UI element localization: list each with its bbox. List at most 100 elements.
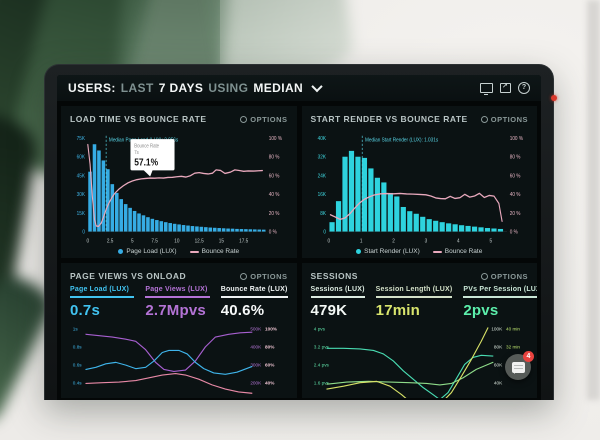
- metrics-row: Page Load (LUX) 0.7s Page Views (LUX) 2.…: [70, 286, 288, 319]
- svg-text:0: 0: [87, 238, 90, 244]
- svg-text:80%: 80%: [265, 345, 275, 350]
- users-filter-dropdown[interactable]: USERS: LAST 7 DAYS USING MEDIAN: [68, 80, 323, 95]
- panel-sessions: SESSIONS OPTIONS Sessions (LUX) 479K Ses…: [301, 263, 537, 398]
- svg-text:80 %: 80 %: [269, 154, 280, 160]
- title-segment: USERS:: [68, 81, 116, 95]
- options-button[interactable]: OPTIONS: [240, 115, 287, 124]
- chart-legend: Start Render (LUX) Bounce Rate: [311, 246, 529, 257]
- options-label: OPTIONS: [490, 271, 528, 281]
- metrics-row: Sessions (LUX) 479K Session Length (LUX)…: [310, 286, 537, 319]
- svg-text:0 %: 0 %: [269, 229, 277, 235]
- panel-grid: LOAD TIME VS BOUNCE RATE OPTIONS 75K 60K 4…: [57, 102, 541, 400]
- svg-text:0.8s: 0.8s: [73, 345, 82, 350]
- svg-text:60K: 60K: [77, 154, 86, 160]
- title-segment: 7 DAYS: [158, 81, 204, 95]
- svg-text:Bounce Rate: Bounce Rate: [134, 143, 159, 149]
- svg-text:15: 15: [219, 238, 224, 244]
- svg-text:1: 1: [359, 238, 362, 244]
- svg-text:40 %: 40 %: [269, 192, 280, 198]
- svg-text:300K: 300K: [250, 363, 262, 368]
- svg-text:0.6s: 0.6s: [73, 363, 82, 368]
- svg-text:20 %: 20 %: [509, 211, 520, 217]
- panel-page-views-vs-onload: PAGE VIEWS VS ONLOAD OPTIONS Page Load (…: [61, 263, 297, 398]
- metric-bounce-rate: Bounce Rate (LUX) 40.6%: [220, 286, 288, 319]
- metric-page-views: Page Views (LUX) 2.7Mpvs: [145, 286, 210, 319]
- chat-bubble-icon: [511, 361, 525, 373]
- gear-icon: [480, 115, 488, 123]
- metric-value: 479K: [310, 302, 348, 319]
- metric-session-length: Session Length (LUX) 17min: [375, 286, 453, 319]
- svg-text:80K: 80K: [493, 345, 502, 350]
- display-icon[interactable]: [480, 83, 493, 95]
- svg-text:7s: 7s: [134, 150, 139, 156]
- options-button[interactable]: OPTIONS: [480, 271, 528, 281]
- dashboard-header: USERS: LAST 7 DAYS USING MEDIAN ?: [57, 75, 541, 102]
- options-button[interactable]: OPTIONS: [240, 272, 287, 281]
- export-icon[interactable]: [500, 82, 511, 93]
- panel-title: PAGE VIEWS VS ONLOAD: [70, 271, 187, 281]
- legend-label: Bounce Rate: [444, 248, 483, 255]
- gear-icon: [240, 115, 248, 123]
- svg-text:60%: 60%: [265, 363, 275, 368]
- options-label: OPTIONS: [250, 114, 288, 124]
- svg-text:40%: 40%: [265, 381, 275, 386]
- svg-text:100%: 100%: [265, 327, 278, 332]
- svg-text:40K: 40K: [493, 381, 502, 386]
- panel-start-render-vs-bounce-rate: START RENDER VS BOUNCE RATE OPTIONS 40K 3…: [301, 106, 537, 258]
- svg-text:0: 0: [82, 229, 85, 235]
- gear-icon: [480, 272, 488, 280]
- metric-label: Session Length (LUX): [375, 286, 453, 298]
- svg-text:0 %: 0 %: [509, 229, 517, 235]
- legend-dot-swatch: [356, 249, 362, 254]
- metric-label: Bounce Rate (LUX): [220, 286, 288, 298]
- dashboard-screen: USERS: LAST 7 DAYS USING MEDIAN ? LOAD T…: [57, 75, 541, 400]
- svg-text:20 %: 20 %: [269, 211, 280, 217]
- svg-text:24K: 24K: [317, 173, 326, 179]
- page-views-spark-chart[interactable]: 1s 0.8s 0.6s 0.4s 500K 400K 300K 200K 100% 80% 60%…: [70, 322, 288, 398]
- svg-text:1.6 pvs: 1.6 pvs: [313, 381, 329, 386]
- metric-value: 2.7Mpvs: [145, 302, 206, 319]
- chat-button[interactable]: 4: [505, 351, 534, 380]
- svg-text:30K: 30K: [77, 192, 86, 198]
- svg-text:40 %: 40 %: [509, 192, 520, 198]
- options-button[interactable]: OPTIONS: [480, 115, 528, 124]
- metric-value: 0.7s: [70, 302, 100, 319]
- svg-text:15K: 15K: [77, 211, 86, 217]
- header-icons: ?: [480, 82, 530, 95]
- svg-text:16K: 16K: [317, 192, 326, 198]
- metric-value: 2pvs: [463, 302, 499, 319]
- metric-sessions: Sessions (LUX) 479K: [310, 286, 365, 319]
- svg-text:40K: 40K: [317, 136, 326, 142]
- metric-label: Sessions (LUX): [310, 286, 365, 298]
- svg-text:32 min: 32 min: [506, 345, 520, 350]
- gear-icon: [240, 272, 248, 280]
- sessions-spark-chart[interactable]: 4 pvs 3.2 pvs 2.4 pvs 1.6 pvs 100K 80K 60K 40K 4…: [311, 322, 529, 398]
- red-indicator-dot: [551, 95, 557, 101]
- svg-text:10: 10: [174, 238, 179, 244]
- svg-text:80 %: 80 %: [509, 154, 520, 160]
- svg-text:4: 4: [457, 238, 460, 244]
- notification-badge: 4: [523, 351, 534, 362]
- title-segment: USING: [208, 81, 249, 95]
- options-label: OPTIONS: [250, 271, 288, 281]
- svg-text:57.1%: 57.1%: [134, 157, 158, 168]
- metric-page-load: Page Load (LUX) 0.7s: [70, 286, 135, 319]
- svg-text:7.5: 7.5: [151, 238, 158, 244]
- svg-text:4 pvs: 4 pvs: [313, 327, 325, 332]
- start-render-chart[interactable]: 40K 32K 24K 16K 8K 0 100 % 80 % 60 % 40 % 20 % 0 % 0…: [311, 128, 529, 246]
- panel-load-time-vs-bounce-rate: LOAD TIME VS BOUNCE RATE OPTIONS 75K 60K 4…: [61, 106, 297, 258]
- svg-text:0: 0: [327, 238, 330, 244]
- title-segment: LAST: [120, 81, 154, 95]
- svg-text:Median Start Render (LUX): 1.0: Median Start Render (LUX): 1.031s: [365, 137, 439, 143]
- svg-text:0: 0: [323, 229, 326, 235]
- svg-text:100 %: 100 %: [269, 136, 283, 142]
- help-icon[interactable]: ?: [518, 82, 530, 94]
- svg-text:0.4s: 0.4s: [73, 381, 82, 386]
- svg-text:32K: 32K: [317, 154, 326, 160]
- svg-text:500K: 500K: [250, 327, 262, 332]
- panel-title: SESSIONS: [310, 271, 358, 281]
- title-segment: MEDIAN: [253, 81, 304, 95]
- load-time-chart[interactable]: 75K 60K 45K 30K 15K 0 100 % 80 % 60 % 40 % 20 % 0 %…: [70, 128, 288, 246]
- legend-dot-swatch: [118, 249, 124, 254]
- svg-text:2.5: 2.5: [107, 238, 114, 244]
